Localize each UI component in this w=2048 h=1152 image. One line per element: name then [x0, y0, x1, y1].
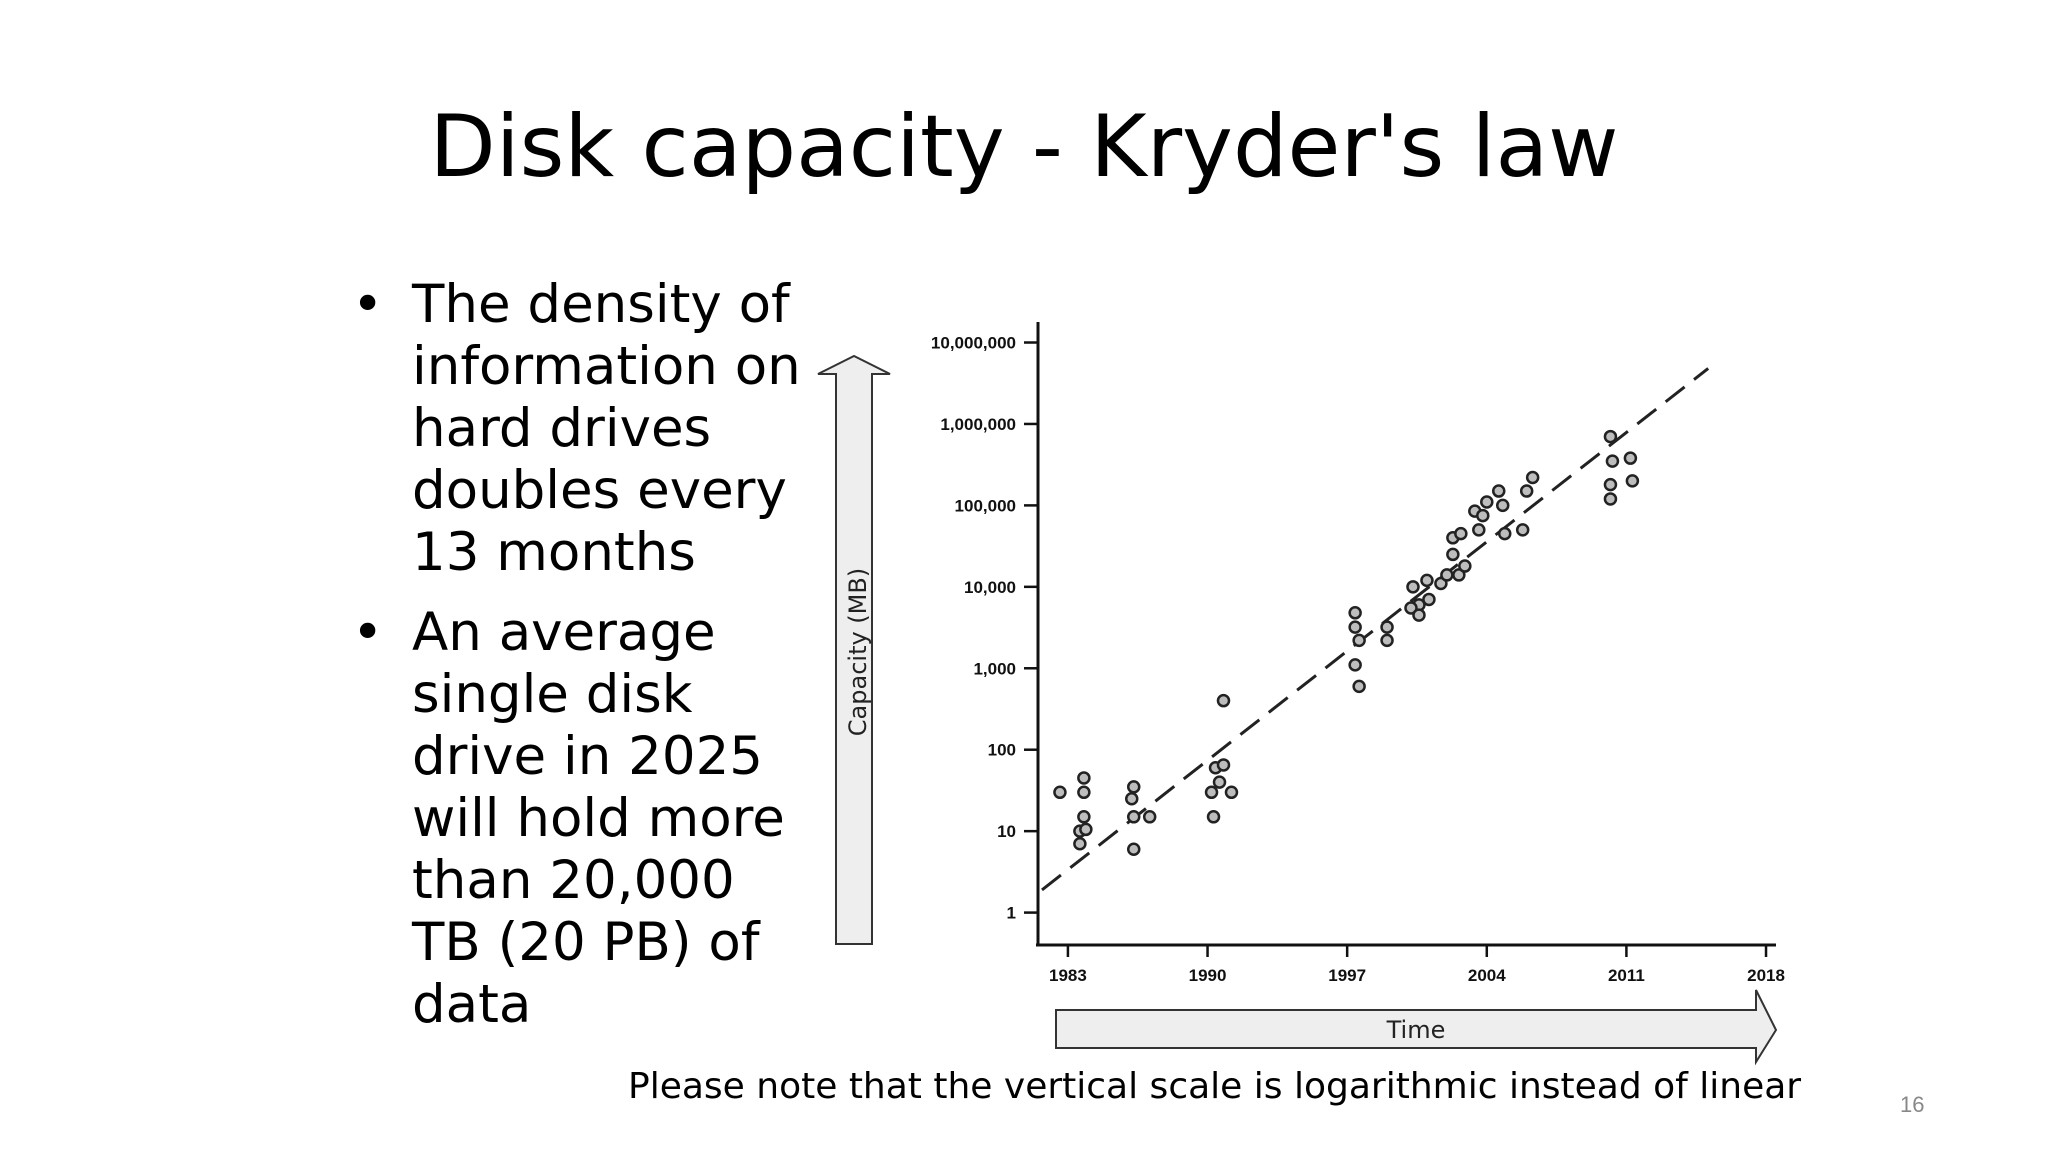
x-axis-arrow: [1055, 989, 1778, 1066]
data-points: [1053, 429, 1640, 856]
data-point: [1472, 523, 1486, 537]
x-tick-label: 2004: [1468, 966, 1506, 985]
data-point: [1352, 633, 1366, 648]
y-tick-label: 1,000,000: [940, 415, 1016, 434]
y-axis-arrow: [817, 354, 891, 945]
data-point: [1053, 785, 1067, 800]
data-point: [1605, 454, 1620, 468]
data-point: [1495, 498, 1510, 513]
y-tick-label: 1: [1007, 904, 1016, 923]
data-point: [1480, 495, 1494, 509]
data-point: [1204, 785, 1219, 800]
data-point: [1458, 559, 1472, 573]
bullet-symbol: •: [352, 274, 384, 335]
data-point: [1492, 484, 1506, 498]
x-tick-label: 1990: [1189, 966, 1227, 985]
data-point: [1497, 526, 1512, 541]
data-point: [1515, 523, 1530, 537]
data-point: [1380, 633, 1394, 648]
bullet-item: • An average single disk drive in 2025 w…: [344, 602, 814, 1036]
data-point: [1623, 451, 1638, 465]
x-tick-label: 2018: [1747, 966, 1785, 985]
data-point: [1422, 592, 1436, 607]
data-point: [1142, 810, 1157, 824]
data-point: [1077, 785, 1091, 800]
data-point: [1348, 606, 1362, 620]
x-ticks: 1983 1990 1997 2004 2011 2018: [1049, 945, 1785, 985]
data-point: [1603, 477, 1618, 492]
data-point: [1454, 526, 1468, 541]
data-point: [1625, 474, 1640, 488]
x-tick-label: 2011: [1608, 966, 1645, 985]
data-point: [1404, 601, 1418, 615]
bullet-list: • The density of information on hard dri…: [344, 274, 814, 1054]
y-ticks: 1 10 100 1,000 10,000 100,000 1,000,000 10,000,…: [931, 334, 1038, 923]
data-point: [1440, 568, 1454, 582]
data-point: [1476, 508, 1490, 523]
data-point: [1126, 810, 1141, 824]
y-tick-label: 100,000: [955, 496, 1016, 515]
slide-title: Disk capacity - Kryder's law: [429, 97, 1619, 197]
data-point: [1206, 810, 1221, 824]
data-point: [1452, 568, 1466, 582]
data-point: [1348, 620, 1362, 634]
data-point: [1519, 484, 1534, 498]
bullet-item: • The density of information on hard dri…: [344, 274, 814, 584]
data-point: [1073, 837, 1087, 851]
trend-line: [1041, 367, 1710, 892]
data-point: [1077, 810, 1091, 824]
data-point: [1406, 580, 1420, 594]
data-point: [1412, 608, 1426, 622]
data-point: [1216, 693, 1231, 708]
data-point: [1603, 492, 1618, 506]
y-axis-label: Capacity (MB): [844, 568, 872, 736]
data-point: [1212, 775, 1227, 789]
data-point: [1352, 679, 1366, 694]
x-tick-label: 1983: [1049, 966, 1087, 985]
data-point: [1216, 758, 1231, 772]
trend-line-group: [1041, 367, 1710, 892]
y-tick-label: 10,000: [964, 578, 1016, 597]
data-point: [1224, 785, 1239, 800]
y-tick-label: 1,000: [973, 659, 1016, 678]
data-point: [1126, 780, 1141, 794]
y-tick-label: 100: [988, 741, 1016, 760]
bullet-text: The density of information on hard drive…: [412, 274, 801, 583]
bullet-symbol: •: [352, 602, 384, 663]
data-point: [1348, 658, 1362, 672]
data-point: [1420, 573, 1434, 588]
data-point: [1380, 620, 1394, 634]
data-point: [1126, 842, 1141, 856]
bullet-text: An average single disk drive in 2025 wil…: [412, 602, 785, 1035]
y-tick-label: 10,000,000: [931, 334, 1016, 353]
y-tick-label: 10: [997, 822, 1016, 841]
data-point: [1077, 771, 1091, 785]
data-point: [1525, 470, 1540, 485]
data-point: [1446, 547, 1460, 562]
log-scale-note: Please note that the vertical scale is l…: [628, 1066, 1802, 1107]
data-point: [1603, 429, 1618, 444]
page-number: 16: [1900, 1092, 1925, 1117]
data-point: [1079, 822, 1093, 837]
data-point: [1124, 791, 1139, 806]
x-tick-label: 1997: [1328, 966, 1366, 985]
x-axis-label: Time: [1386, 1016, 1446, 1044]
